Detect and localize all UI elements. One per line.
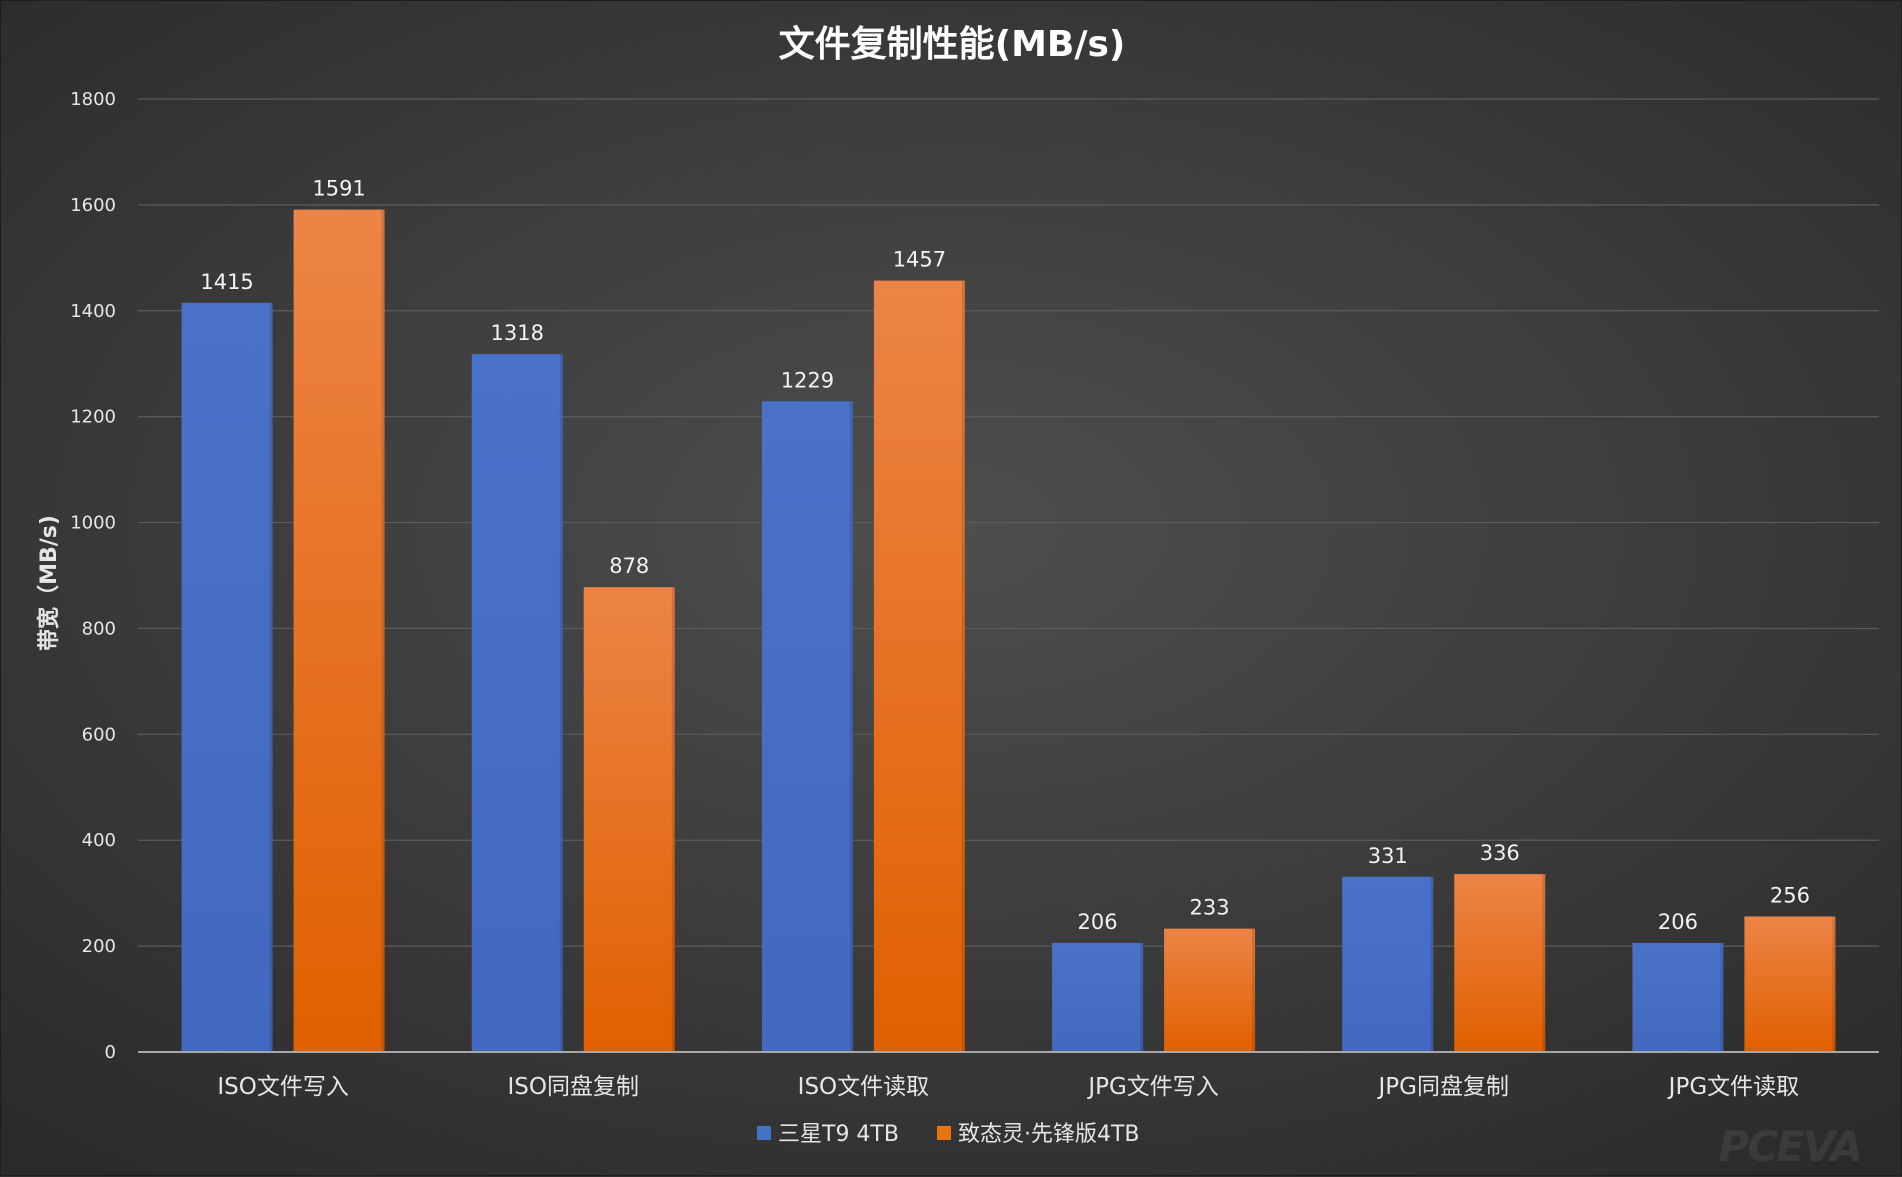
bar [1632, 942, 1724, 1052]
x-tick-label: ISO文件写入 [217, 1074, 349, 1100]
legend-swatch [937, 1126, 951, 1140]
grid-lines [138, 98, 1879, 947]
bar-shade [381, 209, 385, 1053]
legend-label: 三星T9 4TB [778, 1122, 899, 1147]
bar [1744, 916, 1836, 1052]
bar [1164, 928, 1256, 1052]
chart-title: 文件复制性能(MB/s) [779, 24, 1126, 65]
data-label: 1318 [491, 321, 544, 345]
data-label: 336 [1480, 841, 1520, 865]
y-tick-label: 800 [82, 618, 116, 639]
data-label: 256 [1770, 883, 1810, 907]
x-tick-label: ISO文件读取 [798, 1074, 930, 1100]
bar [293, 209, 385, 1053]
y-tick-label: 1200 [70, 407, 116, 428]
bar-shade [1252, 928, 1256, 1052]
y-axis-title: 带宽（MB/s) [36, 515, 62, 651]
data-label: 1591 [312, 177, 365, 201]
data-label: 878 [609, 554, 649, 578]
x-axis-ticks: ISO文件写入 ISO同盘复制 ISO文件读取 JPG文件写入 JPG同盘复制 JPG文件… [217, 1074, 1799, 1100]
legend-label: 致态灵·先锋版4TB [958, 1122, 1140, 1147]
bar-shade [1832, 916, 1836, 1052]
data-labels: 1415 1591 1318 878 1229 1457 206 233 331 336 206 25… [200, 177, 1810, 934]
watermark-logo: PCEVA [1718, 1122, 1863, 1171]
data-label: 206 [1078, 910, 1118, 934]
y-tick-label: 0 [105, 1042, 116, 1063]
bar [1052, 942, 1144, 1052]
x-tick-label: JPG文件读取 [1667, 1074, 1799, 1100]
x-tick-label: JPG同盘复制 [1377, 1074, 1509, 1100]
bar [1454, 874, 1546, 1052]
y-axis-ticks: 0 200 400 600 800 1000 1200 1400 1600 1800 [70, 89, 116, 1063]
x-tick-label: ISO同盘复制 [508, 1074, 640, 1100]
y-tick-label: 1400 [70, 301, 116, 322]
bar [583, 587, 675, 1052]
bar [181, 302, 273, 1052]
bar [471, 354, 563, 1052]
legend: 三星T9 4TB 致态灵·先锋版4TB [757, 1122, 1140, 1147]
data-label: 233 [1190, 896, 1230, 920]
bar-shade [1430, 876, 1434, 1052]
data-label: 1415 [200, 270, 253, 294]
bar-shade [961, 280, 965, 1052]
bar [1342, 876, 1434, 1052]
data-label: 1457 [893, 248, 946, 272]
bars [181, 209, 1836, 1053]
bar-shade [559, 354, 563, 1052]
bar-shade [1140, 942, 1144, 1052]
bar-shade [849, 401, 853, 1053]
data-label: 206 [1658, 910, 1698, 934]
y-tick-label: 400 [82, 830, 116, 851]
data-label: 331 [1368, 844, 1408, 868]
y-tick-label: 1800 [70, 89, 116, 110]
bar-shade [671, 587, 675, 1052]
y-tick-label: 200 [82, 936, 116, 957]
bar-shade [1542, 874, 1546, 1052]
legend-swatch [757, 1126, 771, 1140]
x-tick-label: JPG文件写入 [1086, 1074, 1218, 1100]
bar-shade [1720, 942, 1724, 1052]
y-tick-label: 600 [82, 724, 116, 745]
bar [761, 401, 853, 1053]
bar-shade [269, 302, 273, 1052]
y-tick-label: 1600 [70, 195, 116, 216]
y-tick-label: 1000 [70, 513, 116, 534]
bar [873, 280, 965, 1052]
data-label: 1229 [781, 368, 834, 392]
